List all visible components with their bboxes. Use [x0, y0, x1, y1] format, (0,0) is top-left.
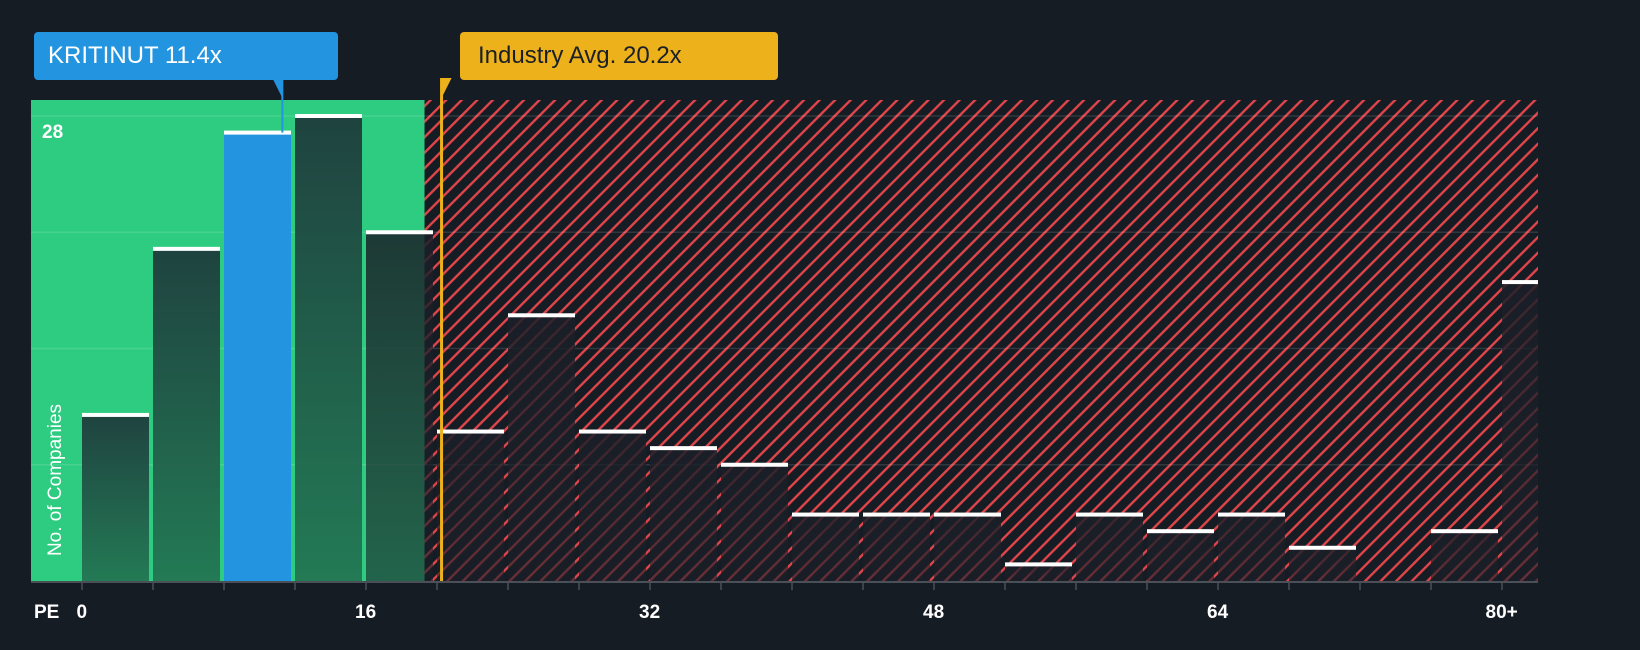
- histogram-bar: [437, 431, 504, 581]
- bar-cap: [1502, 280, 1538, 285]
- bar-cap: [437, 429, 504, 434]
- bar-cap: [224, 130, 291, 135]
- bar-cap: [295, 114, 362, 118]
- bar-cap: [934, 512, 1001, 517]
- histogram-bar: [579, 431, 646, 581]
- bar-cap: [1076, 512, 1143, 517]
- x-tick-label: 32: [639, 602, 661, 623]
- bar-cap: [82, 412, 149, 417]
- histogram-bar: [366, 232, 433, 581]
- industry-avg-callout: Industry Avg. 20.2x: [460, 32, 778, 80]
- histogram-bar: [1076, 514, 1143, 581]
- histogram-bar: [650, 448, 717, 581]
- x-tick-label: 64: [1207, 602, 1229, 623]
- bar-cap: [508, 313, 575, 318]
- bar-cap: [1005, 562, 1072, 567]
- bar-cap: [863, 512, 930, 517]
- industry-callout-pointer: [440, 78, 452, 100]
- histogram-bar: [1431, 531, 1498, 581]
- x-tick-label: 0: [76, 602, 88, 623]
- x-tick-label: 48: [923, 602, 945, 623]
- bar-cap: [792, 512, 859, 517]
- histogram-bar: [153, 248, 220, 581]
- company-callout-pointer: [272, 78, 283, 98]
- x-axis-prefix: PE: [34, 602, 60, 623]
- histogram-bar: [508, 315, 575, 581]
- x-tick-label: 80+: [1485, 602, 1518, 623]
- histogram-bar: [1502, 282, 1538, 581]
- x-tick-label: 16: [355, 602, 377, 623]
- bar-cap: [1431, 529, 1498, 534]
- bar-cap: [153, 246, 220, 251]
- bar-cap: [1218, 512, 1285, 517]
- histogram-bar: [224, 132, 291, 581]
- histogram-bar: [934, 514, 1001, 581]
- bar-cap: [579, 429, 646, 434]
- histogram-bar: [863, 514, 930, 581]
- bar-cap: [1147, 529, 1214, 534]
- histogram-bar: [721, 464, 788, 581]
- company-pe-callout: KRITINUT 11.4x: [34, 32, 338, 80]
- histogram-bar: [295, 116, 362, 581]
- y-max-label: 28: [42, 122, 64, 143]
- histogram-bar: [82, 414, 149, 581]
- bar-cap: [1289, 545, 1356, 550]
- histogram-bar: [792, 514, 859, 581]
- bar-cap: [721, 462, 788, 467]
- histogram-bar: [1005, 564, 1072, 581]
- histogram-bar: [1147, 531, 1214, 581]
- bar-cap: [650, 446, 717, 451]
- histogram-bar: [1218, 514, 1285, 581]
- histogram-bar: [1289, 547, 1356, 581]
- y-axis-title: No. of Companies: [45, 403, 66, 557]
- bar-cap: [366, 230, 433, 235]
